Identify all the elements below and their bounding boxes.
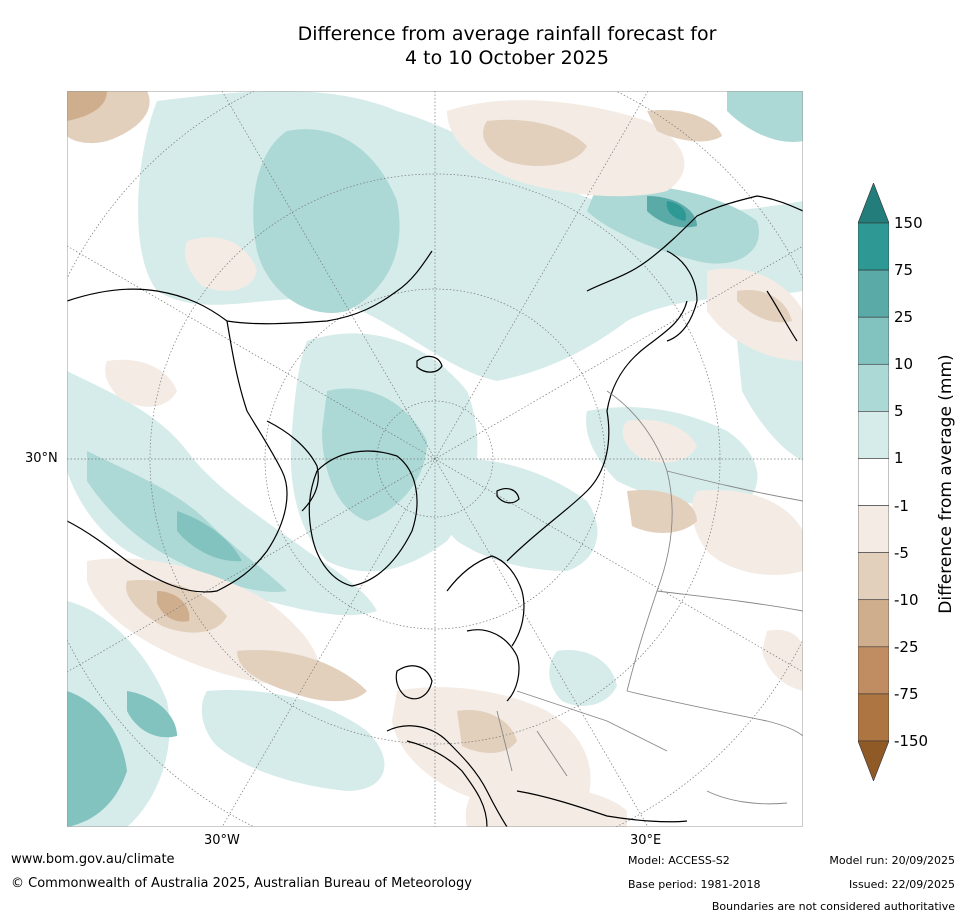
title-line-1: Difference from average rainfall forecas… xyxy=(297,23,717,45)
colorbar xyxy=(858,183,889,781)
colorbar-segment xyxy=(858,316,889,365)
title-line-2: 4 to 10 October 2025 xyxy=(405,47,609,69)
colorbar-tick-label: -10 xyxy=(894,590,919,609)
lat-label-30n: 30°N xyxy=(25,451,58,466)
colorbar-tick-label: 25 xyxy=(894,308,914,327)
colorbar-tick-label: -75 xyxy=(894,684,919,703)
colorbar-tick-label: -25 xyxy=(894,637,919,656)
copyright-text: © Commonwealth of Australia 2025, Austra… xyxy=(11,876,472,891)
colorbar-segment xyxy=(858,505,889,553)
map-title: Difference from average rainfall forecas… xyxy=(67,22,947,70)
colorbar-tick-label: 150 xyxy=(894,214,923,232)
colorbar-segment xyxy=(858,222,889,271)
colorbar-tick-label: 1 xyxy=(894,449,904,468)
colorbar-tick-label: 10 xyxy=(894,355,914,374)
base-period: Base period: 1981-2018 xyxy=(628,878,761,891)
country-borders xyxy=(496,390,803,805)
colorbar-extend-top xyxy=(858,183,889,224)
lon-label-30e: 30°E xyxy=(630,833,662,848)
colorbar-segment xyxy=(858,646,889,695)
colorbar-segment xyxy=(858,269,889,318)
rainfall-map xyxy=(67,91,803,827)
colorbar-tick-label: 5 xyxy=(894,402,904,421)
model-name: Model: ACCESS-S2 xyxy=(628,854,730,867)
colorbar-extend-bottom xyxy=(858,740,889,781)
issued-date: Issued: 22/09/2025 xyxy=(848,878,955,891)
colorbar-tick-label: -150 xyxy=(894,732,929,750)
colorbar-segment xyxy=(858,458,889,506)
colorbar-segment xyxy=(858,411,889,459)
colorbar-tick-label: -5 xyxy=(894,543,909,562)
wet-anomaly-zone xyxy=(67,91,803,827)
model-run-date: Model run: 20/09/2025 xyxy=(829,854,955,867)
colorbar-segment xyxy=(858,552,889,601)
colorbar-tick-label: 75 xyxy=(894,261,914,280)
colorbar-segment xyxy=(858,363,889,412)
colorbar-title: Difference from average (mm) xyxy=(936,354,956,614)
dry-anomaly-zone xyxy=(67,91,803,827)
colorbar-segment xyxy=(858,693,889,742)
website-link[interactable]: www.bom.gov.au/climate xyxy=(11,852,175,867)
colorbar-segment xyxy=(858,599,889,648)
coastlines xyxy=(67,195,803,827)
lon-label-30w: 30°W xyxy=(204,833,240,848)
boundary-disclaimer: Boundaries are not considered authoritat… xyxy=(711,900,955,913)
colorbar-tick-label: -1 xyxy=(894,496,909,515)
